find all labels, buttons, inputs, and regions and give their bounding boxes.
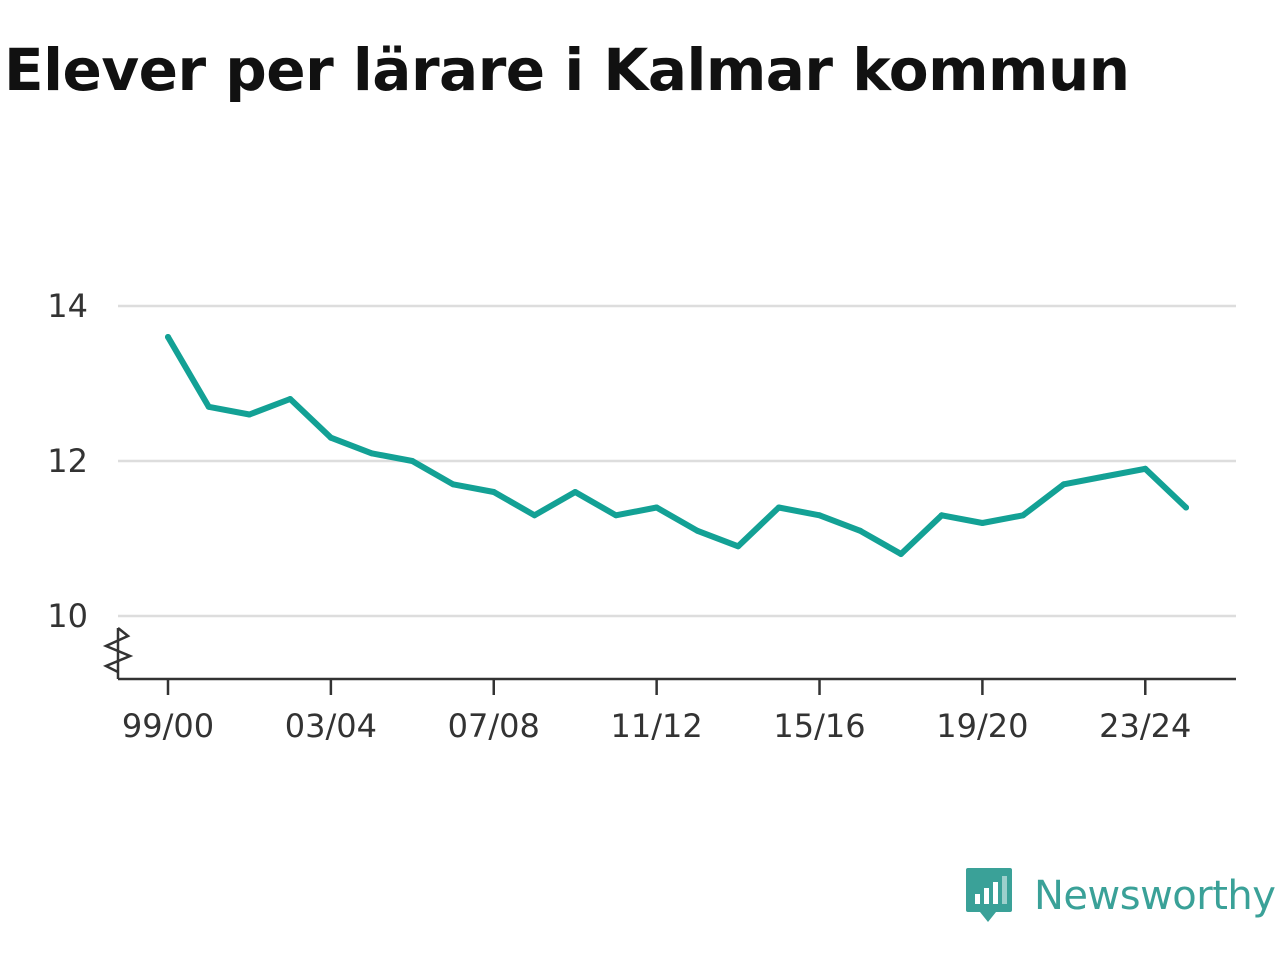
data-point-08/09: [531, 512, 538, 519]
data-point-14/15: [775, 504, 782, 511]
x-tick-label: 07/08: [448, 707, 540, 745]
data-point-18/19: [938, 512, 945, 519]
y-axis-ticks: 10 12 14: [47, 287, 88, 635]
data-point-21/22: [1060, 481, 1067, 488]
brand-name: Newsworthy: [1034, 873, 1276, 919]
x-tick-label: 15/16: [773, 707, 865, 745]
bar-chart-speech-bubble-icon: [966, 868, 1012, 922]
x-tick-label: 99/00: [122, 707, 214, 745]
y-tick-label: 12: [47, 442, 88, 480]
x-tick-label: 11/12: [611, 707, 703, 745]
data-point-05/06: [409, 458, 416, 464]
data-point-19/20: [979, 520, 986, 526]
x-tick-label: 03/04: [285, 707, 377, 745]
data-point-13/14: [735, 543, 742, 550]
chart-title: Elever per lärare i Kalmar kommun: [4, 36, 1130, 104]
x-axis-ticks: 99/00 03/04 07/08 11/12 15/16 19/20 23/24: [122, 679, 1191, 745]
data-point-00/01: [205, 403, 212, 410]
data-point-15/16: [816, 512, 823, 519]
data-point-09/10: [572, 489, 579, 495]
data-point-01/02: [246, 411, 253, 418]
x-tick-label: 23/24: [1099, 707, 1191, 745]
newsworthy-logo: Newsworthy: [964, 866, 1276, 926]
data-point-99/00: [165, 334, 171, 340]
data-point-12/13: [694, 527, 701, 534]
data-point-17/18: [897, 551, 904, 557]
data-point-06/07: [450, 481, 457, 488]
data-point-07/08: [490, 489, 497, 495]
x-tick-label: 19/20: [936, 707, 1028, 745]
data-point-10/11: [612, 512, 619, 519]
data-point-16/17: [857, 527, 864, 534]
y-tick-label: 14: [47, 287, 88, 325]
data-points: [165, 334, 1189, 557]
y-tick-label: 10: [47, 597, 88, 635]
data-point-20/21: [1020, 512, 1027, 519]
data-point-24/25: [1183, 504, 1189, 511]
data-point-02/03: [287, 396, 294, 402]
data-point-04/05: [368, 450, 375, 457]
data-point-23/24: [1142, 465, 1149, 472]
data-point-11/12: [653, 504, 660, 511]
gridlines: [118, 304, 1236, 618]
y-axis-break-icon: [102, 627, 134, 674]
data-point-03/04: [327, 434, 334, 441]
series-line: [165, 334, 1189, 557]
data-point-22/23: [1101, 473, 1108, 480]
